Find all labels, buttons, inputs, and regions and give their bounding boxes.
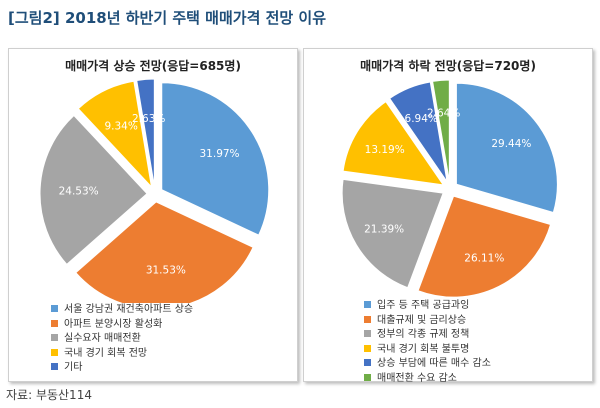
legend-item: 정부의 각종 규제 정책 bbox=[364, 328, 491, 343]
pie-slice bbox=[342, 100, 445, 186]
slice-value-label: 9.34% bbox=[104, 120, 137, 132]
legend-swatch bbox=[364, 330, 371, 338]
legend-swatch bbox=[51, 334, 58, 342]
pie-slice bbox=[341, 178, 444, 289]
slice-value-label: 13.19% bbox=[365, 144, 405, 156]
slice-value-label: 2.64% bbox=[427, 108, 460, 120]
slice-value-label: 6.94% bbox=[405, 113, 438, 125]
chart-title-rise: 매매가격 상승 전망(응답=685명) bbox=[65, 59, 241, 73]
slice-value-label: 31.53% bbox=[146, 265, 186, 277]
legend-item: 매매전환 수요 감소 bbox=[364, 372, 491, 387]
legend-label: 매매전환 수요 감소 bbox=[377, 372, 457, 384]
legend-label: 입주 등 주택 공급과잉 bbox=[377, 300, 470, 311]
legend-label: 실수요자 매매전환 bbox=[64, 333, 141, 345]
legend-label: 대출규제 및 금리상승 bbox=[377, 314, 467, 326]
legend-label: 서울 강남권 재건축아파트 상승 bbox=[64, 304, 194, 315]
legend-swatch bbox=[51, 305, 58, 312]
legend-label: 기타 bbox=[64, 362, 83, 374]
legend-swatch bbox=[364, 315, 371, 323]
pie-chart-fall: 29.44% 26.11% 21.39% 13.19% 6.94%2.64% bbox=[341, 79, 558, 298]
pie-slice bbox=[77, 80, 153, 189]
legend-item: 국내 경기 회복 전망 bbox=[51, 347, 193, 362]
source-note: 자료: 부동산114 bbox=[6, 388, 92, 402]
pie-slice bbox=[455, 82, 558, 214]
legend-item: 상승 부담에 따른 매수 감소 bbox=[364, 357, 491, 372]
legend-swatch bbox=[364, 359, 371, 367]
legend-item: 대출규제 및 금리상승 bbox=[364, 314, 491, 329]
pie-slice bbox=[136, 78, 155, 187]
pie-slice bbox=[75, 201, 254, 303]
legend-item: 기타 bbox=[51, 361, 193, 376]
legend-swatch bbox=[51, 363, 58, 371]
chart-panel-rise: 매매가격 상승 전망(응답=685명) 31.97% 31.53% 24.53% 9.… bbox=[8, 48, 298, 382]
legend-label: 상승 부담에 따른 매수 감소 bbox=[377, 358, 491, 370]
legend-item: 국내 경기 회복 불투명 bbox=[364, 343, 491, 358]
slice-value-label: 2.63% bbox=[132, 113, 165, 125]
legend-item: 아파트 분양시장 활성화 bbox=[51, 318, 193, 333]
slice-value-label: 29.44% bbox=[491, 138, 531, 150]
pie-slice bbox=[161, 82, 270, 236]
pie-slice bbox=[39, 114, 148, 266]
pie-chart-rise: 31.97% 31.53% 24.53% 9.34%2.63% bbox=[39, 78, 270, 303]
slice-value-label: 31.97% bbox=[200, 148, 240, 160]
legend-item: 입주 등 주택 공급과잉 bbox=[364, 299, 491, 314]
legend-swatch bbox=[364, 373, 371, 381]
slice-value-label: 24.53% bbox=[59, 185, 99, 197]
legend-item: 실수요자 매매전환 bbox=[51, 332, 193, 347]
legend-item: 서울 강남권 재건축아파트 상승 bbox=[51, 303, 193, 318]
legend-label: 국내 경기 회복 불투명 bbox=[377, 343, 470, 355]
figure-title: [그림2] 2018년 하반기 주택 매매가격 전망 이유 bbox=[8, 9, 327, 27]
slice-value-label: 26.11% bbox=[464, 253, 504, 265]
pie-slice bbox=[417, 195, 552, 298]
legend-swatch bbox=[364, 344, 371, 352]
legend-label: 국내 경기 회복 전망 bbox=[64, 347, 148, 359]
slice-value-label: 21.39% bbox=[364, 223, 404, 235]
legend-swatch bbox=[51, 348, 58, 356]
pie-slice bbox=[432, 79, 450, 182]
pie-slice bbox=[388, 81, 448, 182]
legend-label: 아파트 분양시장 활성화 bbox=[64, 318, 163, 330]
chart-title-fall: 매매가격 하락 전망(응답=720명) bbox=[360, 59, 536, 73]
chart-panel-fall: 매매가격 하락 전망(응답=720명) 29.44% 26.11% 21.39% 13… bbox=[303, 48, 593, 384]
legend-label: 정부의 각종 규제 정책 bbox=[377, 329, 470, 341]
legend-swatch bbox=[51, 319, 58, 327]
legend-swatch bbox=[364, 301, 371, 308]
